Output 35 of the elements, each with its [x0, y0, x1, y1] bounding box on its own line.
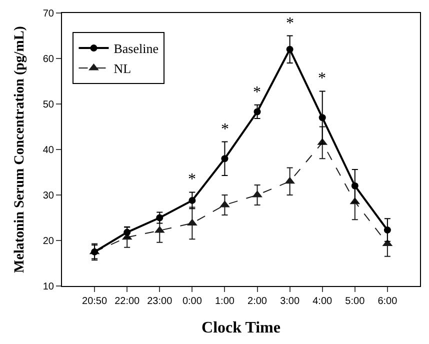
x-tick-label: 3:00	[280, 296, 300, 307]
y-tick-label: 60	[42, 54, 54, 65]
point	[254, 108, 261, 116]
annotation: *	[253, 84, 261, 101]
x-tick-label: 20:50	[82, 296, 108, 307]
point	[351, 182, 358, 190]
y-tick-label: 30	[42, 190, 54, 202]
point	[286, 46, 294, 53]
y-tick-label: 10	[42, 282, 54, 292]
point	[124, 228, 131, 236]
annotation: *	[188, 171, 196, 188]
y-axis-title: Melatonin Serum Concentration (pg/mL)	[12, 26, 28, 273]
x-tick-label: 2:00	[248, 296, 268, 307]
x-tick-label: 5:00	[345, 296, 366, 307]
legend-label: Baseline	[114, 41, 159, 56]
x-tick-label: 23:00	[147, 296, 173, 307]
annotation: *	[286, 15, 294, 32]
y-tick-label: 50	[42, 100, 54, 110]
x-tick-label: 1:00	[214, 296, 235, 307]
x-tick-label: 6:00	[378, 296, 398, 307]
y-tick-label: 40	[42, 145, 54, 156]
point	[384, 226, 391, 234]
x-tick-label: 0:00	[182, 296, 202, 307]
annotation: *	[318, 70, 326, 87]
x-tick-label: 4:00	[312, 296, 333, 307]
x-axis-title: Clock Time	[202, 320, 280, 337]
y-tick-label: 70	[42, 8, 54, 20]
x-tick-label: 22:00	[114, 296, 140, 307]
annotation: *	[221, 121, 229, 138]
point	[156, 214, 164, 222]
point	[188, 196, 196, 204]
y-tick-label: 20	[42, 236, 54, 247]
point	[318, 114, 326, 122]
legend-label: NL	[114, 61, 132, 76]
point	[221, 155, 228, 162]
